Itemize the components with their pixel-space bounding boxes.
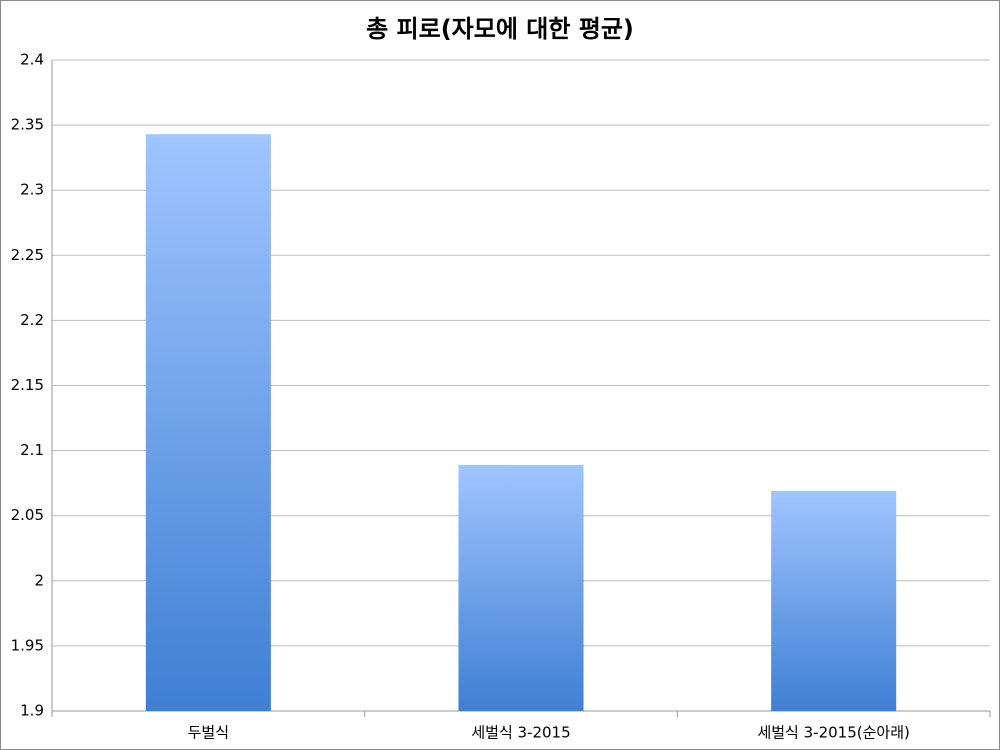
y-tick-label: 2.3 — [20, 181, 44, 199]
y-tick-label: 2.2 — [20, 311, 44, 329]
y-tick-label: 2.05 — [11, 506, 44, 524]
y-tick-label: 2.35 — [11, 116, 44, 134]
y-tick-label: 2.4 — [20, 51, 44, 69]
bar — [458, 464, 584, 711]
x-tick-label: 두벌식 — [188, 724, 229, 742]
y-tick-label: 2 — [34, 571, 44, 589]
y-tick-label: 1.9 — [20, 702, 44, 720]
bar — [145, 134, 271, 712]
y-tick-label: 2.25 — [11, 246, 44, 264]
y-tick-label: 2.1 — [20, 441, 44, 459]
chart-title: 총 피로(자모에 대한 평균) — [366, 15, 634, 43]
y-tick-label: 2.15 — [11, 376, 44, 394]
x-tick-label: 세벌식 3-2015(순아래) — [757, 724, 909, 742]
x-tick-label: 세벌식 3-2015 — [471, 724, 570, 742]
bar — [771, 490, 897, 711]
y-tick-label: 1.95 — [11, 636, 44, 654]
